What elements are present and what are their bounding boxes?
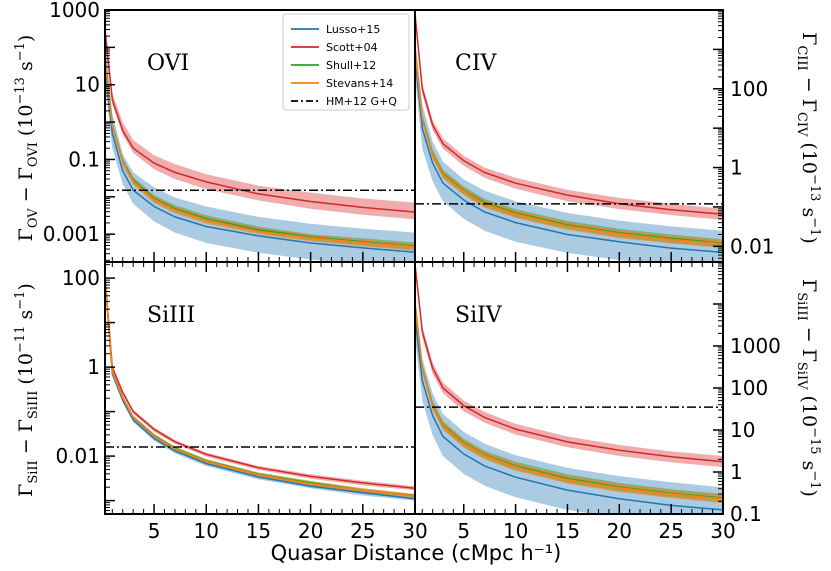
x-tick-label: 20 (298, 519, 323, 543)
legend-entry: Scott+04 (291, 41, 378, 54)
line-stevans14 (105, 277, 415, 497)
y-axis-label: ΓSiIII − ΓSiIV (10−15 s−1) (794, 279, 822, 497)
y-axis-label: ΓSiII − ΓSiIII (10−11 s−1) (13, 283, 41, 497)
y-ticks: 0.01 1 100 (55, 264, 115, 515)
panel-label: SiIV (455, 303, 503, 328)
x-tick-label: 25 (350, 519, 375, 543)
band-lusso15 (105, 36, 415, 262)
panel-bottom-right: 0.1 1 10 100 1000 5 10 15 20 25 30 SiIV (414, 261, 781, 543)
y-tick-label: 100 (730, 376, 768, 400)
plot-area (415, 262, 723, 514)
plot-area (105, 21, 415, 262)
panel-top-left: 0.001 0.1 10 1000 OVI (43, 0, 416, 263)
y-tick-label: 10 (730, 418, 755, 442)
plot-area (105, 274, 415, 501)
legend-label: Scott+04 (326, 41, 378, 54)
legend-entry: Stevans+14 (291, 77, 393, 90)
y-axis-label: ΓOV − ΓOVI (10−13 s−1) (13, 35, 41, 242)
legend-label: Stevans+14 (326, 77, 393, 90)
x-tick-label: 15 (555, 519, 580, 543)
line-lusso15 (415, 58, 723, 254)
line-scott04 (105, 29, 415, 213)
x-tick-label: 15 (246, 519, 271, 543)
panels: 0.001 0.1 10 1000 OVI 0.01 1 100 CIV 0.01 1 100 5 10 1… (43, 0, 781, 543)
line-scott04 (105, 276, 415, 489)
line-stevans14 (105, 58, 415, 248)
y-tick-label: 100 (62, 266, 100, 290)
y-tick-label: 1 (730, 460, 743, 484)
band-scott04 (105, 21, 415, 220)
y-tick-label: 0.01 (55, 444, 100, 468)
line-lusso15 (105, 66, 415, 253)
y-tick-label: 0.01 (730, 234, 775, 258)
line-scott04 (415, 263, 723, 463)
y-ticks: 0.01 1 100 (713, 9, 775, 263)
panel-top-right: 0.01 1 100 CIV (414, 9, 775, 263)
y-tick-label: 1000 (49, 0, 100, 22)
y-ticks: 0.001 0.1 10 1000 (43, 0, 115, 261)
line-scott04 (415, 13, 723, 216)
panel-bottom-left: 0.01 1 100 5 10 15 20 25 30 SiIII (55, 261, 428, 543)
y-tick-label: 10 (75, 73, 100, 97)
x-tick-label: 10 (194, 519, 219, 543)
x-tick-label: 10 (503, 519, 528, 543)
legend: Lusso+15 Scott+04 Shull+12 Stevans+14 HM+12 … (282, 13, 410, 111)
plot-area (415, 10, 723, 262)
y-axis-label: ΓCIII − ΓCIV (10−13 s−1) (794, 32, 822, 244)
y-tick-label: 1000 (730, 334, 781, 358)
y-tick-label: 0.1 (730, 502, 762, 526)
x-tick-label: 20 (607, 519, 632, 543)
x-tick-label: 5 (457, 519, 470, 543)
line-stevans14 (415, 304, 723, 500)
y-tick-label: 100 (730, 77, 768, 101)
legend-entry: Shull+12 (291, 59, 376, 72)
legend-label: HM+12 G+Q (326, 95, 397, 108)
panel-label: CIV (455, 51, 498, 76)
x-ticks: 5 10 15 20 25 30 (111, 262, 428, 543)
y-axis-labels: ΓOV − ΓOVI (10−13 s−1) ΓCIII − ΓCIV (10−1… (13, 32, 822, 497)
x-tick-label: 5 (148, 519, 161, 543)
legend-label: Shull+12 (326, 59, 376, 72)
x-axis-label: Quasar Distance (cMpc h⁻¹) (271, 541, 562, 565)
x-tick-label: 30 (402, 519, 427, 543)
legend-label: Lusso+15 (326, 23, 380, 36)
y-tick-label: 0.1 (68, 147, 100, 171)
y-tick-label: 0.001 (43, 222, 100, 246)
line-lusso15 (415, 316, 723, 511)
x-ticks (111, 252, 416, 262)
y-tick-label: 1 (730, 156, 743, 180)
band-scott04 (415, 262, 723, 468)
panel-label: SiIII (147, 303, 195, 328)
y-ticks: 0.1 1 10 100 1000 (713, 261, 781, 526)
y-tick-label: 1 (87, 355, 100, 379)
legend-entries: Lusso+15 Scott+04 Shull+12 Stevans+14 HM+12 … (291, 23, 397, 108)
x-ticks: 5 10 15 20 25 30 (421, 262, 736, 543)
line-lusso15 (105, 278, 415, 500)
legend-box (282, 13, 410, 111)
legend-entry: HM+12 G+Q (291, 95, 397, 108)
x-tick-label: 25 (658, 519, 683, 543)
legend-entry: Lusso+15 (291, 23, 380, 36)
x-tick-label: 30 (710, 519, 735, 543)
panel-label: OVI (147, 51, 189, 76)
